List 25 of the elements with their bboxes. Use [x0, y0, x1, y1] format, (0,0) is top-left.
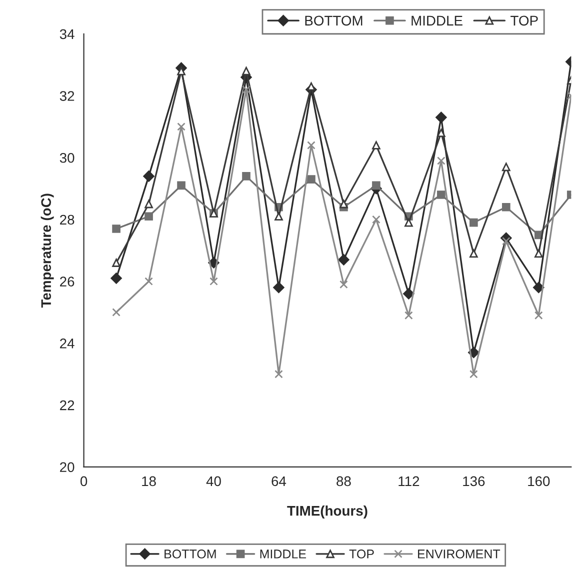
- x-tick-label: 88: [336, 476, 351, 486]
- x-tick-label: 160: [528, 476, 550, 486]
- x-tick-label: 112: [398, 476, 420, 486]
- y-tick-label: 32: [60, 91, 74, 101]
- y-axis-title: Temperature (oC): [40, 194, 54, 308]
- text: MIDDLE: [260, 550, 306, 558]
- x-axis-title: TIME(hours): [287, 506, 368, 518]
- y-tick-label: 28: [60, 214, 74, 225]
- y-tick-label: 26: [60, 276, 74, 287]
- text: BOTTOM: [164, 550, 216, 558]
- y-tick-label: 30: [60, 152, 74, 163]
- y-tick-label: 24: [60, 338, 74, 348]
- y-tick-label: 20: [60, 462, 74, 472]
- x-tick-label: 64: [272, 476, 286, 486]
- x-tick-label: 18: [142, 476, 156, 486]
- x-tick-label: 40: [206, 476, 221, 486]
- text: TOP: [349, 550, 374, 558]
- legend-label: TOP: [510, 16, 538, 26]
- legend-label: BOTTOM: [305, 16, 362, 26]
- y-tick-label: 34: [60, 29, 74, 40]
- x-tick-label: 0: [80, 476, 88, 486]
- legend-label: MIDDLE: [412, 16, 462, 26]
- x-tick-label: 136: [463, 476, 485, 486]
- legend-label: ENVIROMENT: [418, 550, 500, 558]
- y-tick-label: 22: [60, 400, 74, 410]
